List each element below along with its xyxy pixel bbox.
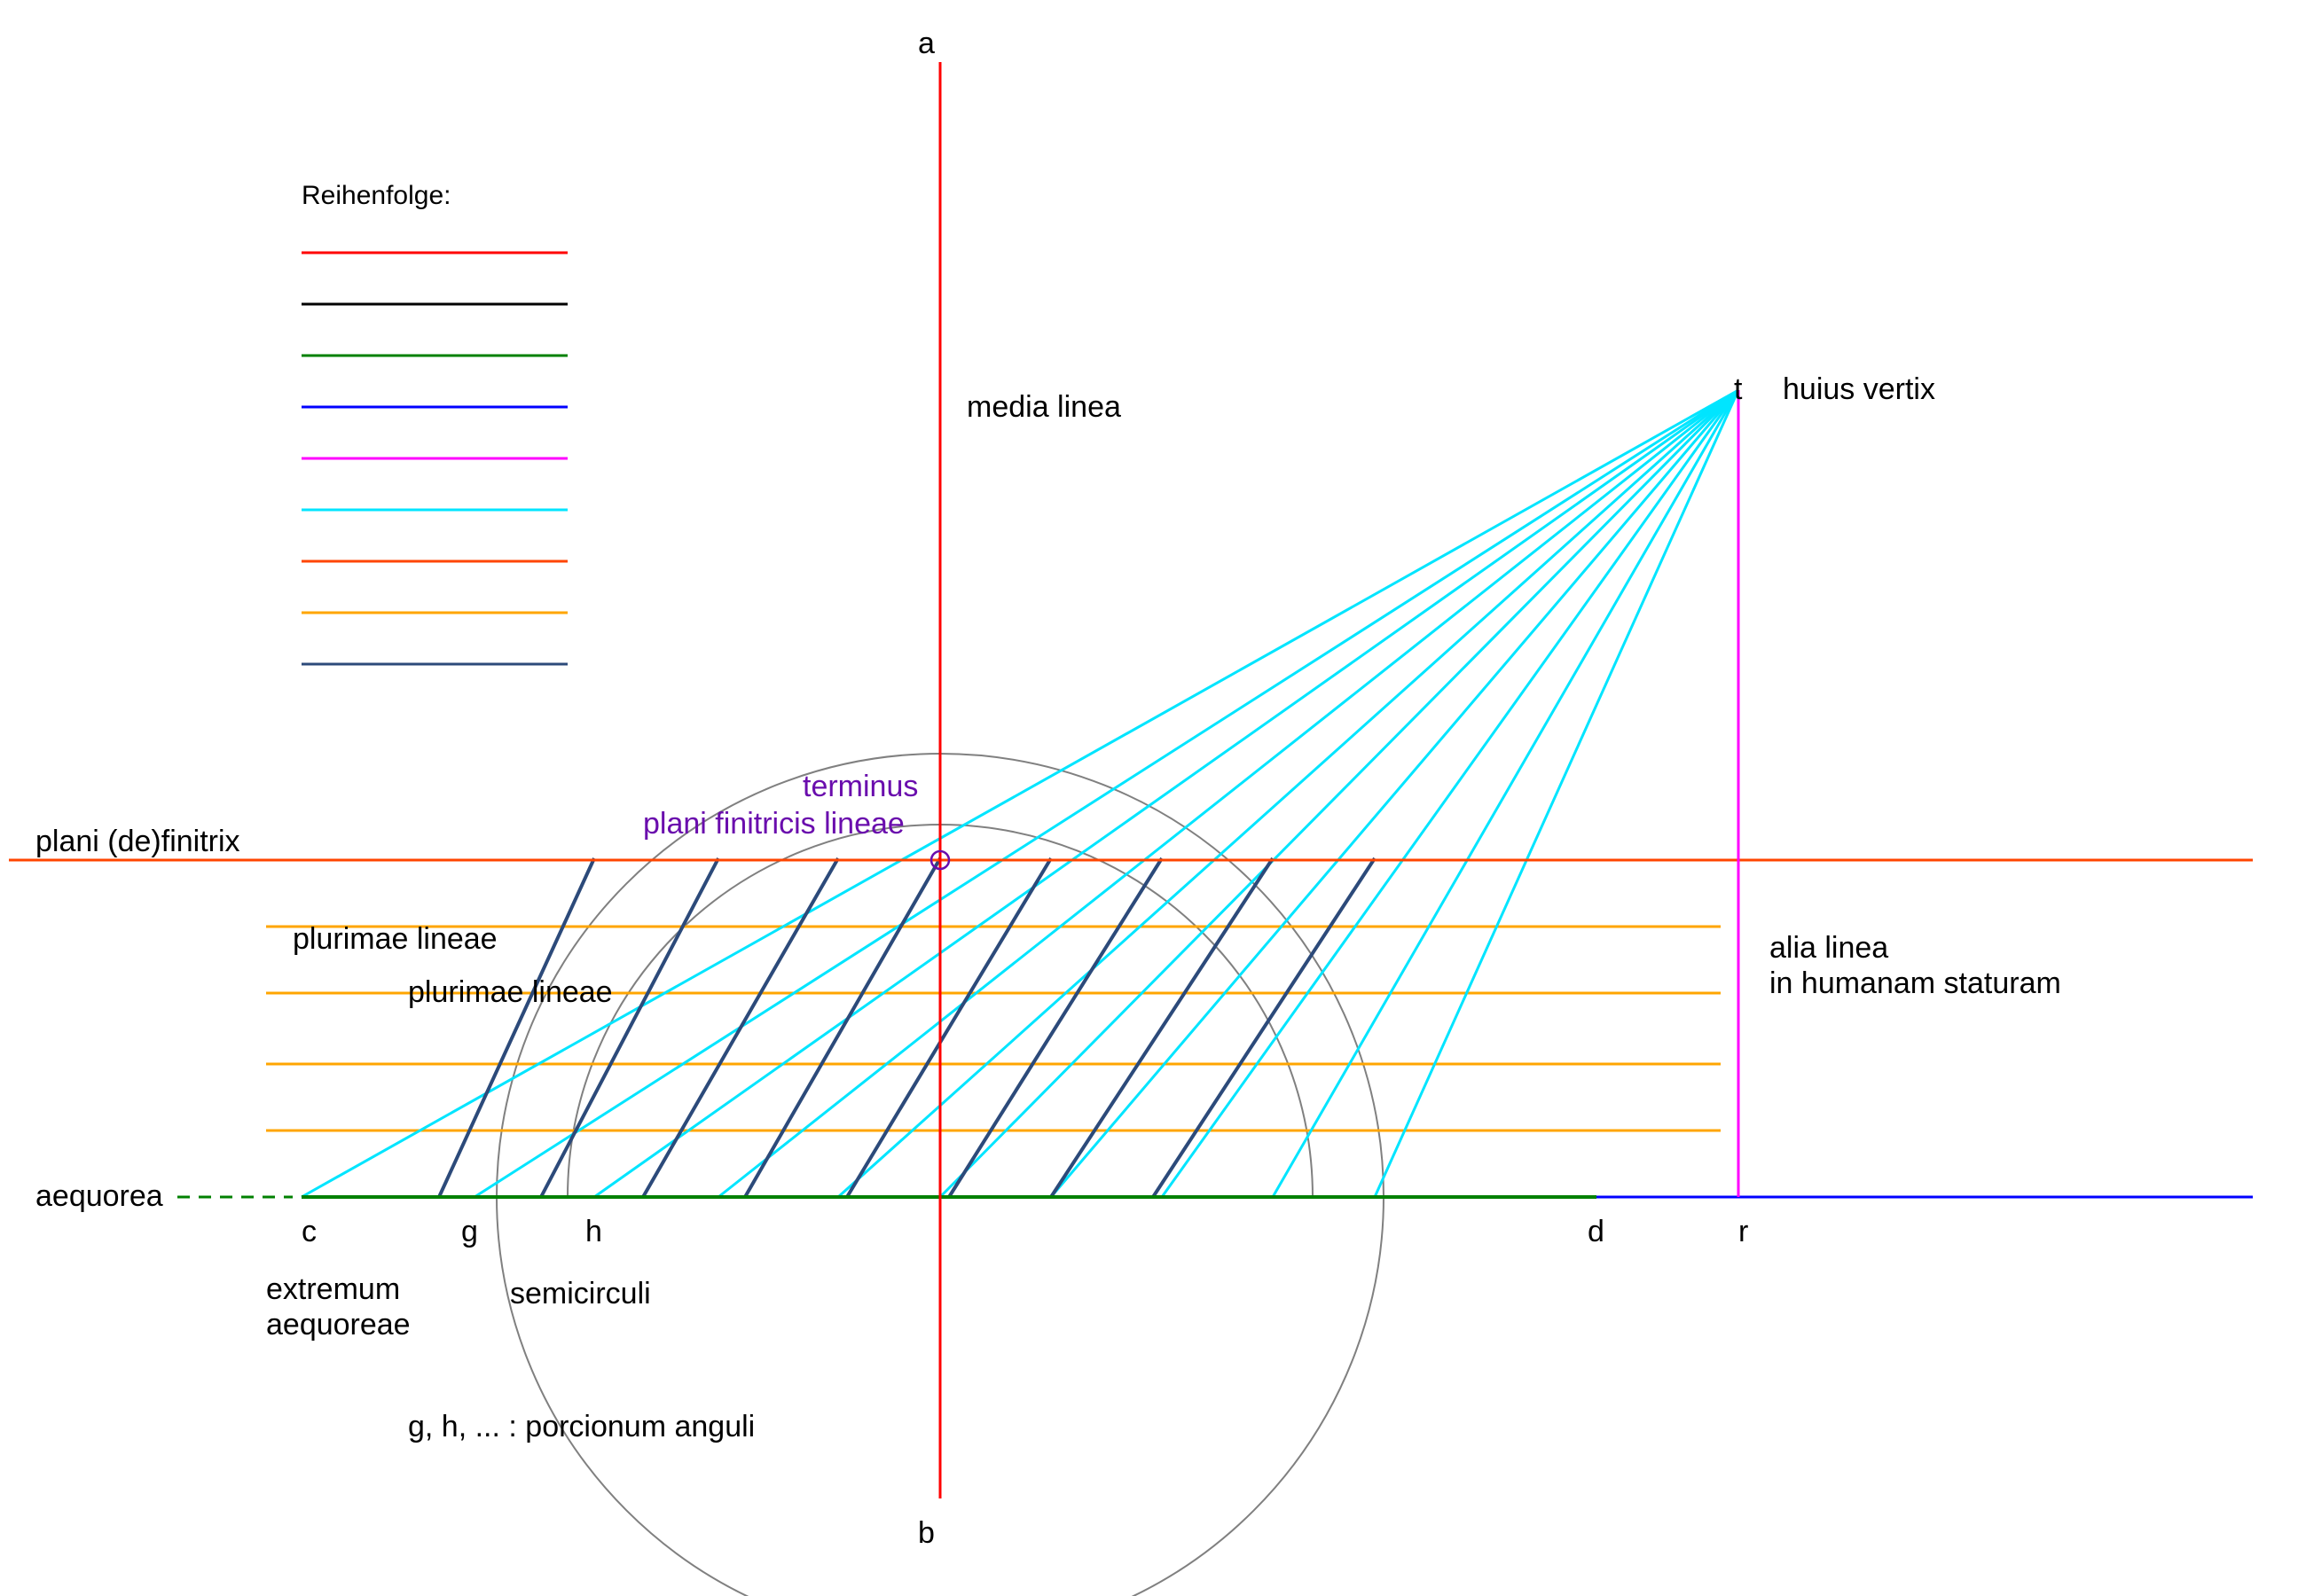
label-plurimae_orange: plurimae lineae (293, 922, 498, 956)
label-semicirculi: semicirculi (510, 1277, 651, 1310)
label-r: r (1738, 1215, 1748, 1248)
label-extremum: extremum (266, 1272, 400, 1306)
label-d: d (1588, 1215, 1604, 1248)
label-alia_linea: alia linea (1769, 931, 1888, 965)
label-h: h (585, 1215, 602, 1248)
label-plani_finitricis: plani finitricis lineae (643, 807, 905, 841)
label-aequoreae: aequoreae (266, 1308, 411, 1342)
label-b: b (918, 1516, 935, 1550)
label-in_humanam: in humanam staturam (1769, 966, 2061, 1000)
label-huius_vertix: huius vertix (1783, 372, 1935, 406)
label-plurimae_darkblue: plurimae lineae (408, 975, 613, 1009)
label-c: c (302, 1215, 317, 1248)
label-a: a (918, 27, 935, 60)
label-plani_definitrix: plani (de)finitrix (35, 825, 240, 858)
label-terminus: terminus (803, 770, 918, 803)
label-porcionum: g, h, ... : porcionum anguli (408, 1410, 755, 1443)
label-t: t (1734, 372, 1743, 406)
label-media_linea: media linea (967, 390, 1121, 424)
label-g: g (461, 1215, 478, 1248)
legend-title: Reihenfolge: (302, 181, 451, 210)
label-aequorea: aequorea (35, 1179, 163, 1213)
